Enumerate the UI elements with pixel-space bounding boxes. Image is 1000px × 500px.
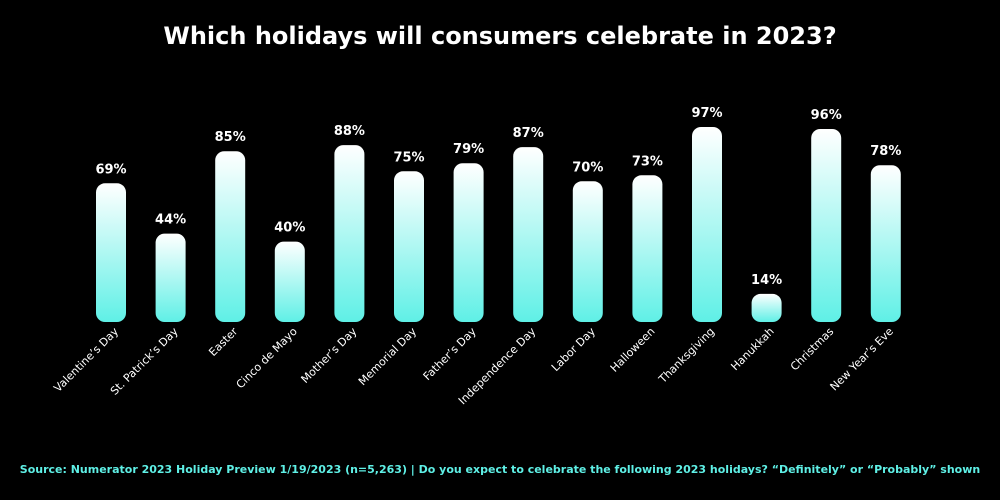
category-label-3: Cinco de Mayo (234, 325, 300, 391)
bar-13 (870, 165, 901, 322)
category-label-12: Christmas (788, 325, 837, 374)
value-label-0: 69% (95, 162, 126, 177)
value-label-8: 70% (572, 160, 603, 175)
value-label-4: 88% (334, 124, 365, 139)
value-label-5: 75% (393, 150, 424, 165)
bar-4 (334, 145, 365, 322)
bar-10 (692, 127, 722, 322)
bar-11 (751, 293, 782, 322)
bar-9 (632, 175, 663, 322)
bar-12 (811, 129, 842, 322)
value-label-6: 79% (453, 142, 484, 157)
value-label-10: 97% (691, 106, 722, 121)
bars-layer (96, 127, 901, 322)
bar-8 (572, 181, 603, 322)
value-label-7: 87% (513, 126, 544, 141)
bar-7 (513, 147, 544, 322)
value-labels-layer: 69% 44% 85% 40% 88% 75% 79% 87% 70% 73% 97% 14% 96% 7… (95, 106, 901, 288)
bar-2 (215, 151, 246, 322)
category-label-8: Labor Day (549, 325, 598, 374)
category-label-5: Memorial Day (356, 325, 419, 388)
bar-6 (453, 163, 484, 322)
bar-3 (274, 241, 305, 322)
source-note: Source: Numerator 2023 Holiday Preview 1… (19, 463, 981, 476)
category-label-9: Halloween (608, 325, 658, 375)
category-label-2: Easter (206, 325, 240, 359)
value-label-12: 96% (811, 108, 842, 123)
bar-5 (394, 171, 424, 322)
category-label-4: Mother’s Day (299, 325, 360, 386)
bar-0 (96, 183, 126, 322)
value-label-3: 40% (274, 221, 305, 236)
category-label-10: Thanksgiving (656, 325, 718, 387)
category-label-13: New Year’s Eve (828, 325, 897, 394)
value-label-1: 44% (155, 213, 186, 228)
bar-1 (155, 233, 186, 322)
value-label-13: 78% (870, 144, 901, 159)
value-label-9: 73% (632, 154, 663, 169)
category-label-6: Father’s Day (421, 325, 479, 383)
value-label-11: 14% (751, 273, 782, 288)
chart-title: Which holidays will consumers celebrate … (163, 22, 837, 50)
value-label-2: 85% (215, 130, 246, 145)
category-label-11: Hanukkah (728, 325, 776, 373)
